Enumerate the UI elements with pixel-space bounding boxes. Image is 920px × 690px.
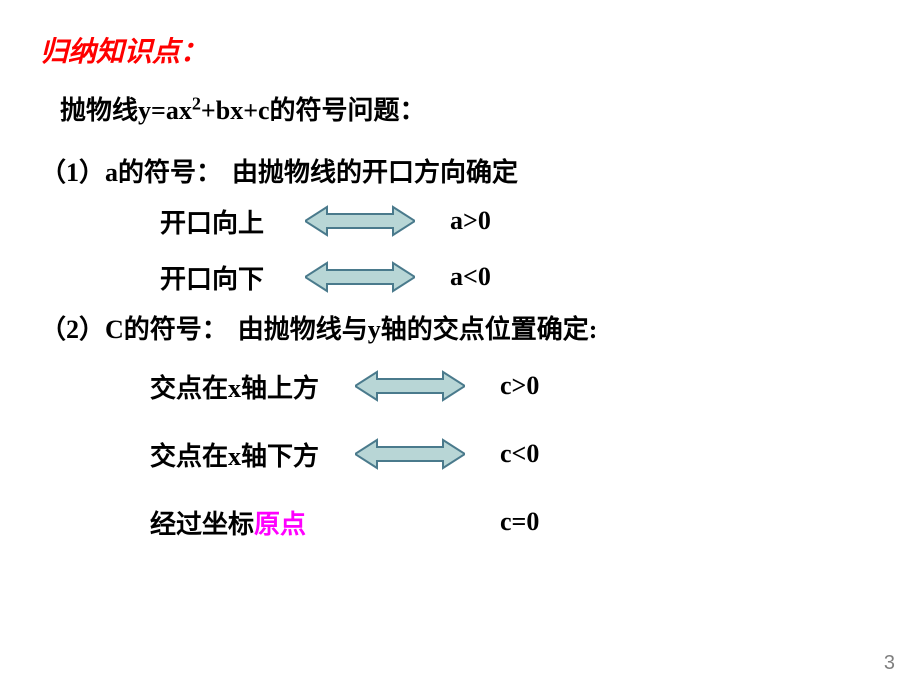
item-right: c<0 — [500, 439, 539, 469]
section-1-item-1: 开口向下 a<0 — [160, 253, 880, 301]
section-2-item-1: 交点在x轴下方 c<0 — [150, 429, 880, 479]
section-1-item-0: 开口向上 a>0 — [160, 197, 880, 245]
item-left: 开口向下 — [160, 259, 300, 296]
section-2-item-2: 经过坐标原点 c=0 — [150, 497, 880, 547]
item-left-pre: 交点在x轴下方 — [150, 442, 319, 471]
item-left-pre: 经过坐标 — [150, 510, 254, 539]
slide-subtitle: 抛物线y=ax2+bx+c的符号问题： — [60, 90, 880, 127]
subtitle-pre: 抛物线y=ax — [60, 96, 192, 125]
section-1-label: （1）a的符号： — [40, 152, 222, 189]
section-2-label: （2）C的符号： — [40, 309, 228, 346]
item-left: 经过坐标原点 — [150, 504, 350, 541]
page-number: 3 — [884, 652, 895, 675]
double-arrow-icon — [350, 368, 470, 404]
section-2-desc: 由抛物线与y轴的交点位置确定: — [238, 309, 598, 346]
item-right: c>0 — [500, 371, 539, 401]
item-right: a>0 — [450, 206, 491, 236]
item-left: 交点在x轴上方 — [150, 368, 350, 405]
section-2-item-0: 交点在x轴上方 c>0 — [150, 361, 880, 411]
subtitle-post: +bx+c的符号问题： — [201, 96, 426, 125]
section-2-header: （2）C的符号： 由抛物线与y轴的交点位置确定: — [40, 309, 880, 346]
item-left-pre: 交点在x轴上方 — [150, 374, 319, 403]
section-1-desc: 由抛物线的开口方向确定 — [232, 152, 518, 189]
double-arrow-icon — [300, 259, 420, 295]
slide-title: 归纳知识点： — [40, 30, 880, 70]
item-right: c=0 — [500, 507, 539, 537]
double-arrow-icon — [300, 203, 420, 239]
double-arrow-icon — [350, 436, 470, 472]
item-left: 交点在x轴下方 — [150, 436, 350, 473]
subtitle-sup: 2 — [192, 93, 201, 113]
item-right: a<0 — [450, 262, 491, 292]
item-left: 开口向上 — [160, 203, 300, 240]
slide-container: 归纳知识点： 抛物线y=ax2+bx+c的符号问题： （1）a的符号： 由抛物线… — [0, 0, 920, 690]
item-left-pink: 原点 — [254, 510, 306, 539]
section-1-header: （1）a的符号： 由抛物线的开口方向确定 — [40, 152, 880, 189]
